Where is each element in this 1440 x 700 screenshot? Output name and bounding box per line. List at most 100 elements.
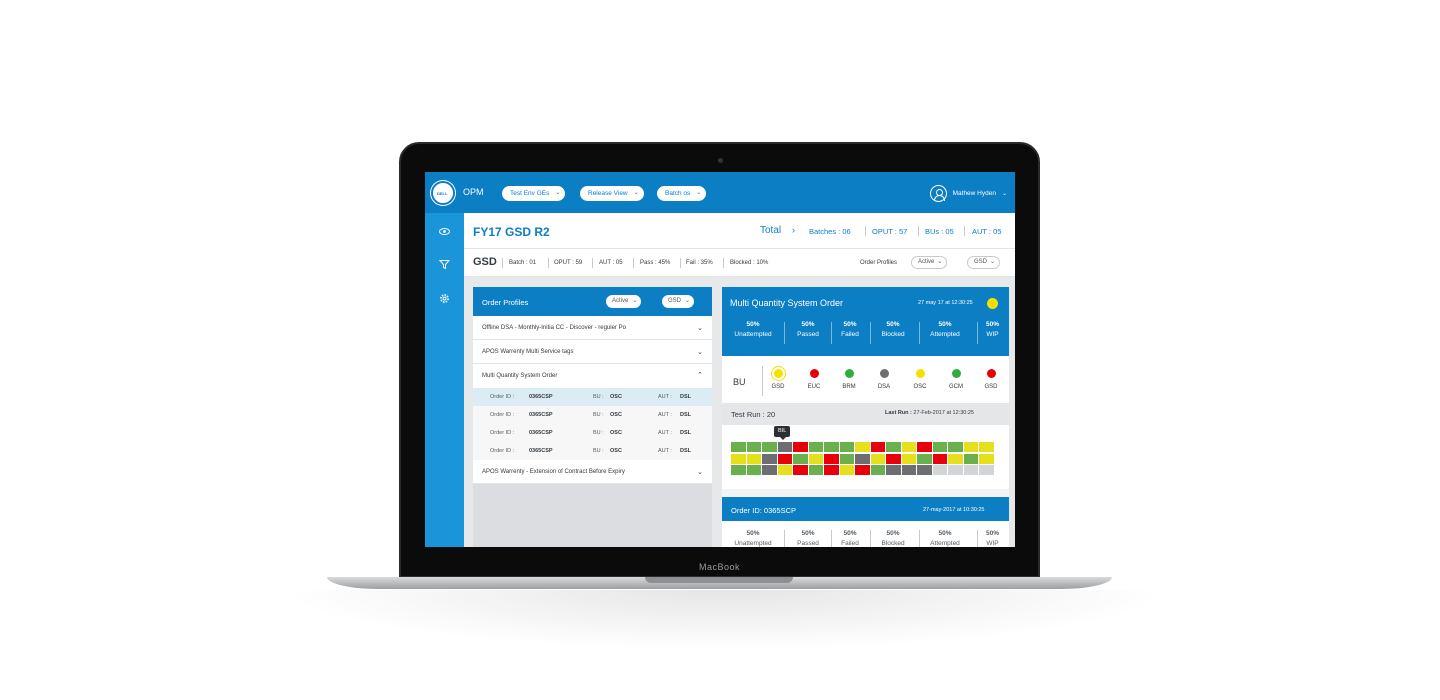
test-result-cell[interactable] <box>917 465 932 475</box>
eye-icon[interactable] <box>439 226 450 237</box>
panel-header: Order Profiles Active ⌄ GSD ⌄ <box>473 287 712 316</box>
device-brand-label: MacBook <box>698 562 741 572</box>
bu-name: EUC <box>807 384 821 390</box>
test-env-dropdown[interactable]: Test Env GEs ⌄ <box>502 186 566 201</box>
test-result-cell[interactable] <box>855 453 870 464</box>
test-result-cell[interactable] <box>777 442 792 452</box>
test-result-cell[interactable] <box>777 465 792 475</box>
test-result-cell[interactable] <box>746 465 761 475</box>
test-result-cell[interactable] <box>886 465 901 475</box>
test-result-cell[interactable] <box>901 453 916 464</box>
laptop-notch <box>645 577 793 583</box>
test-result-cell[interactable] <box>824 442 839 452</box>
test-result-cell[interactable] <box>808 442 823 452</box>
test-result-cell[interactable] <box>855 465 870 475</box>
test-result-cell[interactable] <box>932 465 947 475</box>
test-result-cell[interactable] <box>948 442 963 452</box>
order-row[interactable]: Order ID : 0365CSP BU : OSC AUT : DSL <box>473 442 712 460</box>
total-link[interactable]: Total <box>760 225 782 236</box>
bu-status-osc[interactable]: OSC <box>905 369 935 390</box>
test-result-cell[interactable] <box>731 453 746 464</box>
test-result-cell[interactable] <box>948 465 963 475</box>
test-result-cell[interactable] <box>870 442 885 452</box>
panel-title: Multi Quantity System Order <box>730 298 844 308</box>
test-result-cell[interactable] <box>948 453 963 464</box>
bu-status-gcm[interactable]: GCM <box>941 369 971 390</box>
test-result-cell[interactable] <box>963 442 978 452</box>
test-result-cell[interactable] <box>824 453 839 464</box>
kpi-passed: 50% Passed <box>788 530 828 547</box>
test-result-cell[interactable] <box>979 453 994 464</box>
kpi-value: 50% <box>843 530 857 537</box>
test-run-row: Test Run : 20 Last Run : 27-Feb-2017 at … <box>722 403 1009 425</box>
profile-accordion-item[interactable]: APOS Warrenty Multi Service tags ⌄ <box>473 340 712 364</box>
bu-status-gsd-2[interactable]: GSD <box>976 369 1006 390</box>
test-result-cell[interactable] <box>731 465 746 475</box>
test-result-cell[interactable] <box>808 465 823 475</box>
bu-status-brm[interactable]: BRM <box>834 369 864 390</box>
order-row[interactable]: Order ID : 0365CSP BU : OSC AUT : DSL <box>473 424 712 442</box>
test-result-cell[interactable] <box>793 453 808 464</box>
batch-dropdown[interactable]: Batch os ⌄ <box>657 186 707 201</box>
test-result-cell[interactable] <box>808 453 823 464</box>
test-result-cell[interactable] <box>793 442 808 452</box>
test-result-cell[interactable] <box>979 442 994 452</box>
user-menu[interactable]: Mathew Hyden ⌄ <box>929 183 1007 203</box>
test-result-cell[interactable] <box>932 442 947 452</box>
test-result-cell[interactable] <box>839 465 854 475</box>
test-result-cell[interactable] <box>762 465 777 475</box>
divider <box>919 322 920 344</box>
cell-tooltip: BIL <box>774 426 791 440</box>
test-result-cell[interactable] <box>901 442 916 452</box>
test-result-cell[interactable] <box>886 453 901 464</box>
test-result-cell[interactable] <box>762 442 777 452</box>
test-result-cell[interactable] <box>746 442 761 452</box>
test-result-cell[interactable] <box>839 453 854 464</box>
bu-label: BU : <box>593 430 604 436</box>
profile-accordion-item[interactable]: APOS Warrenty - Extension of Contract Be… <box>473 460 712 484</box>
bu-status-dsa[interactable]: DSA <box>869 369 899 390</box>
batches-stat: Batches : 06 <box>809 227 851 236</box>
test-result-cell[interactable] <box>762 453 777 464</box>
test-result-cell[interactable] <box>824 465 839 475</box>
test-result-cell[interactable] <box>963 465 978 475</box>
kpi-attempted: 50% Attempted <box>921 530 969 547</box>
status-select[interactable]: Active ⌄ <box>606 295 642 308</box>
logo-text: DELL <box>437 191 448 196</box>
gear-icon[interactable] <box>439 293 450 304</box>
test-result-cell[interactable] <box>901 465 916 475</box>
test-result-cell[interactable] <box>979 465 994 475</box>
app-header: DELL OPM Test Env GEs ⌄ Release View ⌄ Bat… <box>425 172 1015 213</box>
test-result-cell[interactable] <box>793 465 808 475</box>
test-result-cell[interactable] <box>963 453 978 464</box>
release-view-dropdown[interactable]: Release View ⌄ <box>580 186 644 201</box>
order-summary-panel: Order ID: 0365SCP 27-may-2017 at 10:30:2… <box>722 497 1009 547</box>
filter-icon[interactable] <box>438 259 451 270</box>
dell-logo[interactable]: DELL <box>431 181 455 205</box>
profile-accordion-item-expanded[interactable]: Multi Quantity System Order ⌃ <box>473 364 712 388</box>
order-row[interactable]: Order ID : 0365CSP BU : OSC AUT : DSL <box>473 388 712 406</box>
chevron-right-icon[interactable]: › <box>792 225 795 235</box>
camera-icon <box>718 158 723 163</box>
test-result-cell[interactable] <box>870 465 885 475</box>
bus-stat: BUs : 05 <box>925 227 954 236</box>
test-result-cell[interactable] <box>839 442 854 452</box>
kpi-label: Attempted <box>930 331 960 338</box>
test-result-cell[interactable] <box>870 453 885 464</box>
profile-accordion-item[interactable]: Offline DSA - Monthly-Initia CC - Discov… <box>473 316 712 340</box>
bu-status-gsd[interactable]: GSD <box>763 369 793 390</box>
order-row[interactable]: Order ID : 0365CSP BU : OSC AUT : DSL <box>473 406 712 424</box>
test-result-cell[interactable] <box>917 453 932 464</box>
test-result-cell[interactable] <box>917 442 932 452</box>
test-result-cell[interactable] <box>746 453 761 464</box>
test-result-cell[interactable] <box>886 442 901 452</box>
bu-select[interactable]: GSD ⌄ <box>662 295 695 308</box>
bu-status-euc[interactable]: EUC <box>799 369 829 390</box>
test-result-cell[interactable] <box>731 442 746 452</box>
test-result-cell[interactable] <box>932 453 947 464</box>
bu-select[interactable]: GSD ⌄ <box>967 256 1001 269</box>
status-select[interactable]: Active ⌄ <box>911 256 948 269</box>
section-title: GSD <box>473 256 497 268</box>
test-result-cell[interactable] <box>777 453 792 464</box>
test-result-cell[interactable] <box>855 442 870 452</box>
